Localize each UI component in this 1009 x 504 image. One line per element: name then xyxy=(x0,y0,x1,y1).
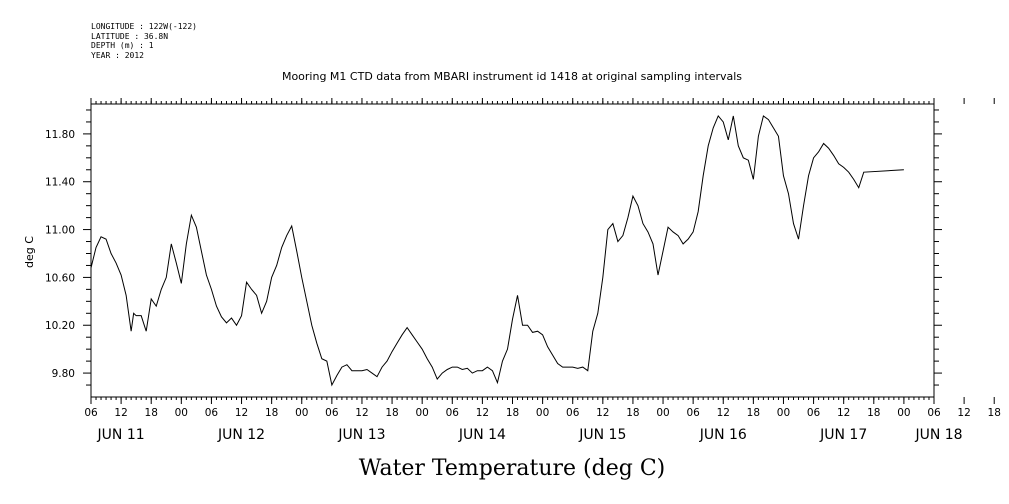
x-tick-label: 12 xyxy=(235,407,248,419)
mooring-metadata: LONGITUDE : 122W(-122) LATITUDE : 36.8N … xyxy=(91,22,197,60)
x-tick-label: 12 xyxy=(837,407,850,419)
x-tick-label: 06 xyxy=(927,407,941,419)
x-tick-label: 06 xyxy=(325,407,339,419)
x-axis-label: Water Temperature (deg C) xyxy=(359,456,666,481)
y-axis-label: deg C xyxy=(23,236,36,268)
x-tick-label: 00 xyxy=(175,407,188,419)
x-tick-label: 06 xyxy=(807,407,821,419)
x-tick-label: 18 xyxy=(626,407,639,419)
y-tick-label: 11.40 xyxy=(45,177,75,189)
chart-title: Mooring M1 CTD data from MBARI instrumen… xyxy=(282,70,742,83)
year-text: YEAR : 2012 xyxy=(91,50,144,60)
x-tick-label: 18 xyxy=(145,407,158,419)
x-tick-label: 00 xyxy=(415,407,428,419)
x-tick-label: 18 xyxy=(867,407,880,419)
y-tick-label: 9.80 xyxy=(52,368,75,380)
day-label: JUN 13 xyxy=(337,427,385,443)
y-tick-label: 11.00 xyxy=(45,225,75,237)
day-label: JUN 14 xyxy=(458,427,506,443)
day-labels: JUN 11 JUN 12 JUN 13 JUN 14 JUN 15 JUN 16 JUN … xyxy=(97,427,963,443)
y-axis-ticks: 9.80 10.20 10.60 11.00 11.40 11.80 xyxy=(45,109,942,386)
x-tick-label: 00 xyxy=(656,407,669,419)
day-label: JUN 15 xyxy=(578,427,626,443)
x-tick-label: 12 xyxy=(114,407,127,419)
y-tick-label: 10.20 xyxy=(45,320,75,332)
day-label: JUN 17 xyxy=(819,427,867,443)
x-tick-label: 12 xyxy=(476,407,489,419)
x-tick-label: 00 xyxy=(897,407,910,419)
x-tick-label: 12 xyxy=(717,407,730,419)
x-axis-ticks: 06 12 18 00 06 12 18 00 06 12 18 00 06 12 18 00 06 12 18 00… xyxy=(84,98,1001,419)
y-tick-label: 11.80 xyxy=(45,129,75,141)
x-tick-label: 12 xyxy=(355,407,368,419)
x-tick-label: 18 xyxy=(385,407,398,419)
water-temperature-line xyxy=(90,115,904,387)
x-tick-label: 18 xyxy=(506,407,519,419)
minor-ticks xyxy=(90,101,935,400)
x-tick-label: 06 xyxy=(446,407,460,419)
plot-frame xyxy=(90,103,935,398)
x-tick-label: 06 xyxy=(686,407,700,419)
x-tick-label: 18 xyxy=(747,407,760,419)
day-label: JUN 11 xyxy=(97,427,145,443)
x-tick-label: 06 xyxy=(84,407,98,419)
x-tick-label: 06 xyxy=(205,407,219,419)
day-label: JUN 16 xyxy=(699,427,747,443)
x-tick-label: 00 xyxy=(536,407,549,419)
x-tick-label: 12 xyxy=(957,407,970,419)
x-tick-label: 00 xyxy=(777,407,790,419)
x-tick-label: 00 xyxy=(295,407,308,419)
day-label: JUN 12 xyxy=(217,427,265,443)
longitude-text: LONGITUDE : 122W(-122) xyxy=(91,22,197,31)
x-tick-label: 18 xyxy=(988,407,1001,419)
y-tick-label: 10.60 xyxy=(45,272,75,284)
x-tick-label: 06 xyxy=(566,407,580,419)
day-label: JUN 18 xyxy=(914,427,962,443)
depth-text: DEPTH (m) : 1 xyxy=(91,41,154,50)
latitude-text: LATITUDE : 36.8N xyxy=(91,31,169,41)
x-tick-label: 12 xyxy=(596,407,609,419)
x-tick-label: 18 xyxy=(265,407,278,419)
